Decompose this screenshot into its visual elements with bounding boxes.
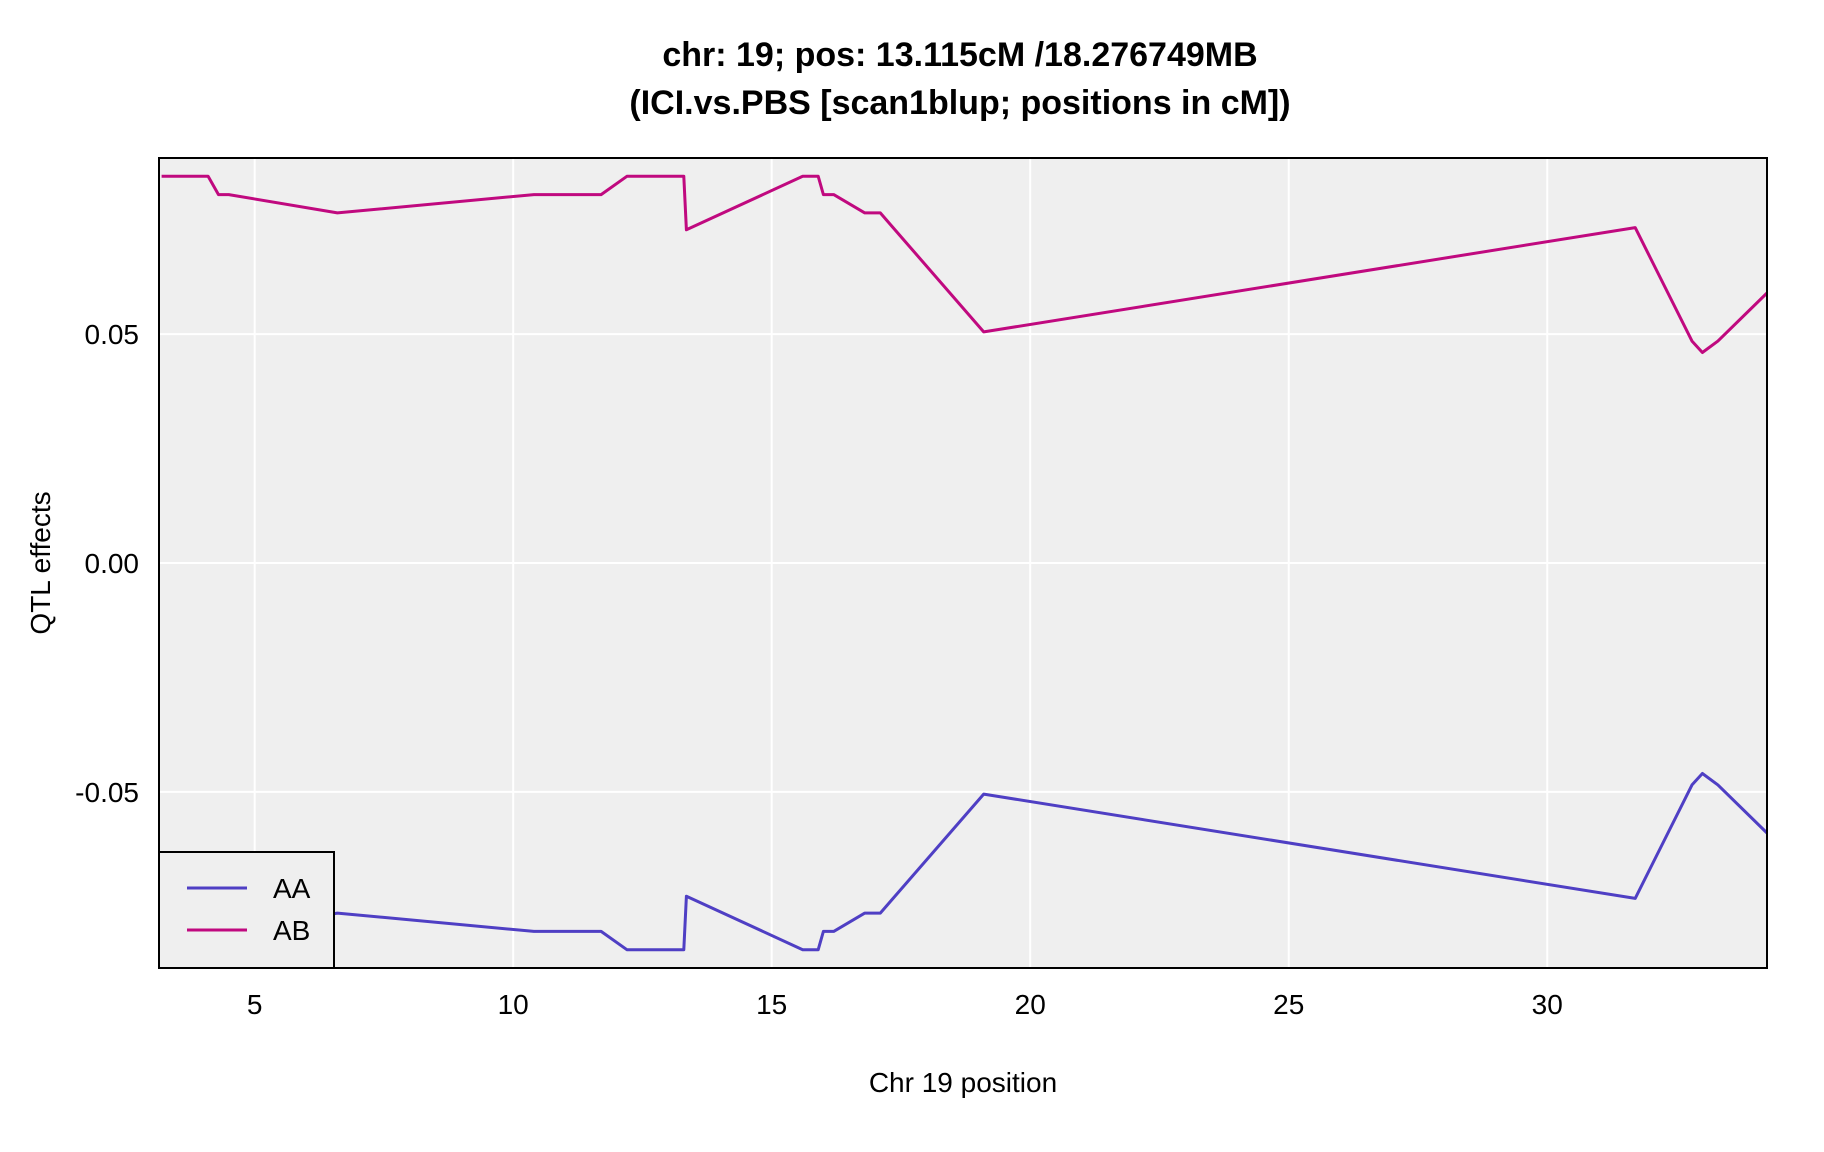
plot-frame <box>158 157 1768 969</box>
x-tick-label: 10 <box>498 989 529 1020</box>
legend-label-ab: AB <box>273 915 310 946</box>
y-axis-label: QTL effects <box>25 491 56 634</box>
y-tick-label: -0.05 <box>75 777 139 808</box>
x-tick-label: 30 <box>1532 989 1563 1020</box>
x-tick-label: 15 <box>756 989 787 1020</box>
chart-title: chr: 19; pos: 13.115cM /18.276749MB <box>662 36 1257 74</box>
x-tick-label: 5 <box>247 989 263 1020</box>
grid-lines <box>159 158 1767 968</box>
legend-label-aa: AA <box>273 873 311 904</box>
x-axis-label: Chr 19 position <box>869 1067 1057 1098</box>
y-axis-ticks: -0.05 0.00 0.05 <box>75 319 139 808</box>
legend-box <box>158 851 335 969</box>
x-tick-label: 25 <box>1273 989 1304 1020</box>
x-tick-label: 20 <box>1015 989 1046 1020</box>
x-axis-ticks: 5 10 15 20 25 30 <box>247 989 1563 1020</box>
y-tick-label: 0.00 <box>85 548 140 579</box>
y-tick-label: 0.05 <box>85 319 140 350</box>
series-line-ab <box>161 174 1769 354</box>
legend: AA AB <box>158 851 335 969</box>
chart-subtitle: (ICI.vs.PBS [scan1blup; positions in cM]… <box>629 84 1290 122</box>
